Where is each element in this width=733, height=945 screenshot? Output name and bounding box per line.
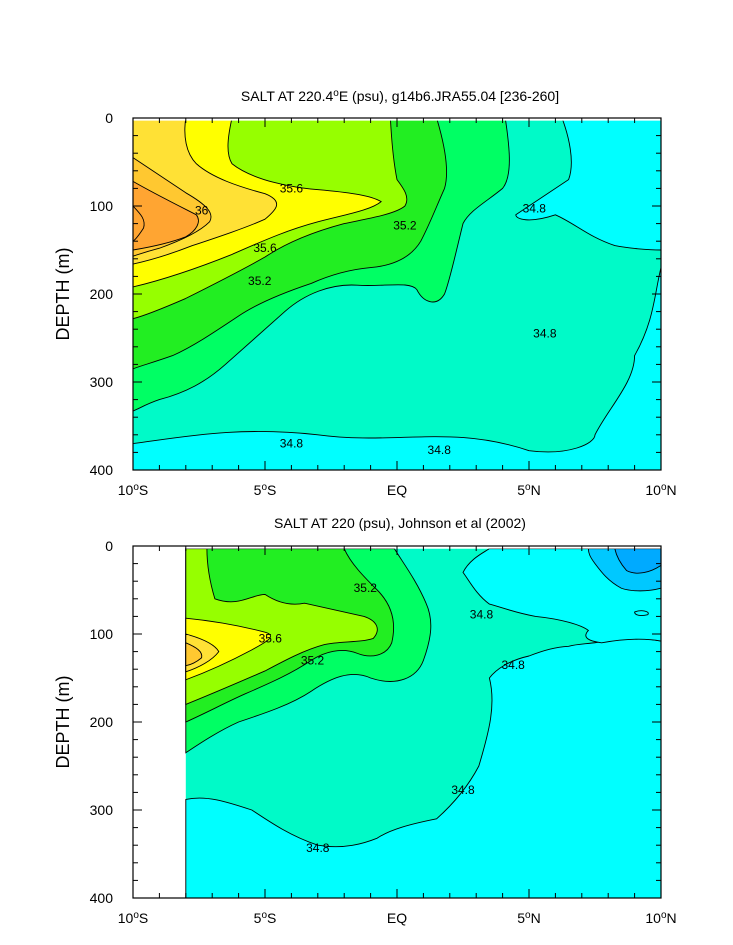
contour-label: 34.8 bbox=[533, 327, 557, 341]
y-axis-label: DEPTH (m) bbox=[53, 248, 73, 341]
panel-top: SALT AT 220.4oE (psu), g14b6.JRA55.04 [2… bbox=[53, 88, 677, 498]
fill-35.6 bbox=[186, 618, 271, 680]
panel-top-title: SALT AT 220.4oE (psu), g14b6.JRA55.04 [2… bbox=[241, 88, 559, 104]
contour-label: 35.2 bbox=[393, 218, 417, 232]
contour-label: 35.2 bbox=[354, 581, 378, 595]
y-axis-label: DEPTH (m) bbox=[53, 676, 73, 769]
y-tick-label: 100 bbox=[90, 198, 114, 214]
fill-36.2 bbox=[133, 181, 198, 250]
panel-top-contour-labels: 35.6 36 35.6 35.2 35.2 34.8 34.8 34.8 34.8 bbox=[195, 181, 557, 456]
contour-label: 35.6 bbox=[280, 181, 304, 195]
fill-35.4 bbox=[186, 549, 378, 705]
y-tick-label: 200 bbox=[90, 286, 114, 302]
y-tick-label: 300 bbox=[90, 802, 114, 818]
x-tick-label: 10oN bbox=[645, 910, 676, 926]
panel-bottom-plot bbox=[186, 546, 661, 898]
contour-label: 34.8 bbox=[280, 437, 304, 451]
contour-label: 36 bbox=[195, 203, 209, 217]
x-tick-label: 5oS bbox=[254, 910, 277, 926]
contour-label: 34.8 bbox=[501, 658, 525, 672]
x-tick-label: 5oN bbox=[517, 910, 540, 926]
panel-bottom-title: SALT AT 220 (psu), Johnson et al (2002) bbox=[274, 515, 526, 531]
y-tick-label: 100 bbox=[90, 626, 114, 642]
y-tick-label: 0 bbox=[105, 538, 113, 554]
y-tick-label: 400 bbox=[90, 890, 114, 906]
y-tick-label: 300 bbox=[90, 374, 114, 390]
panel-bottom-contour-labels: 35.2 34.8 35.6 35.2 34.8 34.8 34.8 bbox=[259, 581, 526, 855]
contour-label: 35.2 bbox=[301, 653, 325, 667]
contour-label: 35.6 bbox=[253, 241, 277, 255]
y-tick-label: 0 bbox=[105, 110, 113, 126]
x-tick-label: 5oN bbox=[517, 482, 540, 498]
contour-36.4 bbox=[133, 206, 144, 241]
contour-label: 34.8 bbox=[428, 443, 452, 457]
fill-36.0 bbox=[186, 643, 202, 666]
fill-34.6-deep bbox=[186, 637, 661, 898]
fill-34.6-deep bbox=[133, 268, 661, 470]
x-tick-label: EQ bbox=[387, 910, 407, 926]
panel-top-plot bbox=[133, 118, 661, 470]
panel-bottom: SALT AT 220 (psu), Johnson et al (2002) bbox=[53, 515, 677, 926]
contour-label: 35.2 bbox=[248, 274, 272, 288]
x-tick-label: 10oS bbox=[118, 910, 148, 926]
contour-label: 34.8 bbox=[451, 783, 475, 797]
y-tick-label: 400 bbox=[90, 462, 114, 478]
x-tick-label: 10oS bbox=[118, 482, 148, 498]
contour-label: 34.8 bbox=[470, 608, 494, 622]
contour-label: 34.8 bbox=[306, 841, 330, 855]
panel-top-axes: 10oS 5oS EQ 5oN 10oN 0 100 200 300 400 DEPTH (m) bbox=[53, 110, 677, 498]
contour-label: 34.8 bbox=[523, 202, 547, 216]
panel-bottom-axes: 10oS 5oS EQ 5oN 10oN 0 100 200 300 400 DEPTH (m) bbox=[53, 538, 677, 926]
contour-island bbox=[635, 611, 649, 616]
fill-34.6-upper bbox=[516, 118, 661, 250]
x-tick-label: 10oN bbox=[645, 482, 676, 498]
contour-label: 35.6 bbox=[259, 631, 283, 645]
x-tick-label: 5oS bbox=[254, 482, 277, 498]
fill-34.2 bbox=[615, 549, 661, 574]
x-tick-label: EQ bbox=[387, 482, 407, 498]
y-tick-label: 200 bbox=[90, 714, 114, 730]
